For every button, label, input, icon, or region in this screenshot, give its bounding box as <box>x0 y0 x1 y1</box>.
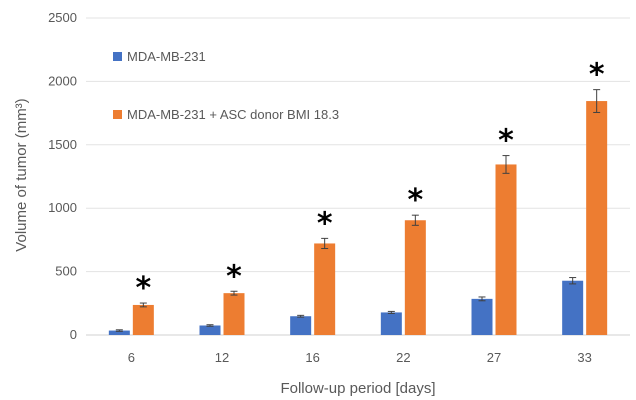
x-tick-label: 16 <box>305 350 319 365</box>
significance-asterisk: * <box>317 206 333 241</box>
significance-asterisk: * <box>498 124 514 159</box>
y-axis-ticks: 0 500 1000 1500 2000 2500 <box>48 10 77 342</box>
bar <box>495 164 517 335</box>
x-tick-label: 12 <box>215 350 229 365</box>
legend-swatch <box>113 52 122 61</box>
y-tick-label: 2000 <box>48 73 77 88</box>
y-tick-label: 1000 <box>48 200 77 215</box>
significance-asterisk: * <box>589 58 605 93</box>
legend-swatch <box>113 110 122 119</box>
significance-asterisk: * <box>135 271 151 306</box>
y-axis-title: Volume of tumor (mm³) <box>13 98 30 251</box>
x-tick-label: 27 <box>487 350 501 365</box>
legend: MDA-MB-231 MDA-MB-231 + ASC donor BMI 18.… <box>113 49 339 122</box>
bar <box>223 293 245 335</box>
bar <box>404 220 426 335</box>
significance-markers: * * * * * * <box>135 58 604 306</box>
y-tick-label: 0 <box>70 327 77 342</box>
bar <box>380 312 402 335</box>
x-tick-label: 6 <box>128 350 135 365</box>
y-tick-label: 500 <box>55 264 77 279</box>
x-tick-label: 33 <box>577 350 591 365</box>
significance-asterisk: * <box>407 183 423 218</box>
y-tick-label: 1500 <box>48 137 77 152</box>
y-tick-label: 2500 <box>48 10 77 25</box>
x-axis-title: Follow-up period [days] <box>280 380 435 397</box>
bar <box>108 330 130 335</box>
x-tick-label: 22 <box>396 350 410 365</box>
legend-label: MDA-MB-231 + ASC donor BMI 18.3 <box>127 107 339 122</box>
bar <box>562 280 584 335</box>
x-axis-ticks: 6 12 16 22 27 33 <box>128 350 592 365</box>
error-bars <box>115 89 601 332</box>
significance-asterisk: * <box>226 259 242 294</box>
bar <box>290 316 312 335</box>
bar <box>471 298 493 335</box>
bar <box>199 325 221 335</box>
bar <box>132 304 154 335</box>
bars <box>108 101 608 335</box>
bar <box>586 101 608 335</box>
legend-label: MDA-MB-231 <box>127 49 206 64</box>
bar <box>314 243 336 335</box>
gridlines <box>86 17 630 336</box>
